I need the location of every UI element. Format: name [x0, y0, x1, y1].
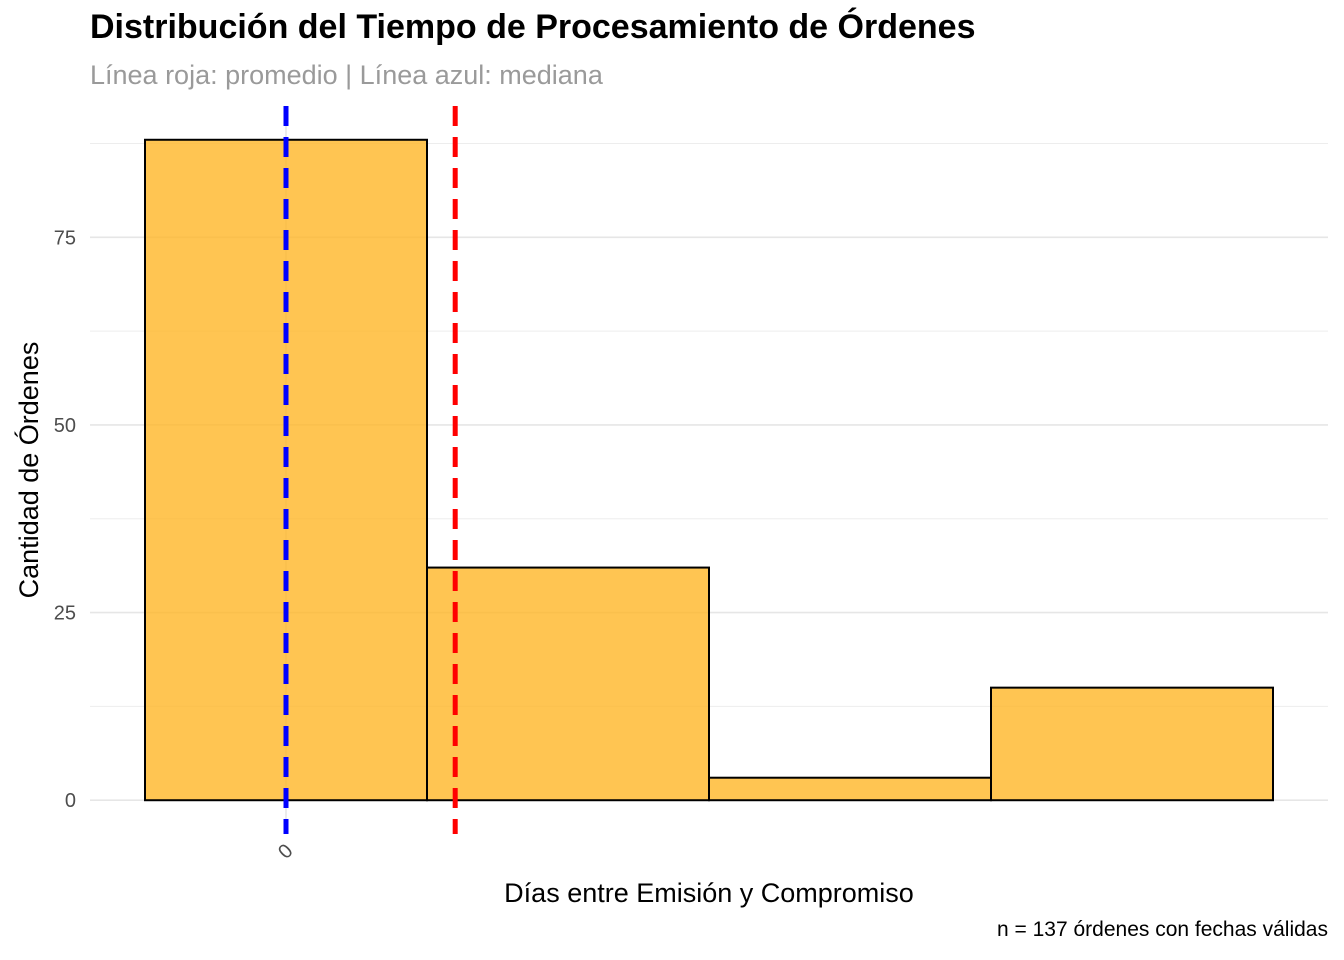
- x-axis-label: Días entre Emisión y Compromiso: [504, 878, 914, 908]
- y-axis-label: Cantidad de Órdenes: [13, 342, 44, 599]
- chart-title: Distribución del Tiempo de Procesamiento…: [90, 8, 976, 46]
- y-tick-label: 0: [65, 790, 76, 812]
- histogram-bar: [990, 686, 1274, 802]
- chart-subtitle: Línea roja: promedio | Línea azul: media…: [90, 60, 603, 90]
- chart-caption: n = 137 órdenes con fechas válidas: [997, 918, 1328, 941]
- y-tick-label: 50: [54, 415, 76, 437]
- x-axis-ticks: 0: [274, 840, 297, 863]
- reference-lines: [283, 106, 458, 834]
- y-tick-label: 25: [54, 603, 76, 625]
- histogram-bar: [426, 566, 710, 802]
- y-tick-label: 75: [54, 227, 76, 249]
- y-axis-ticks: 0 25 50 75: [54, 227, 76, 812]
- histogram-bar: [708, 776, 992, 802]
- histogram-bars: [144, 138, 1274, 802]
- x-tick-label: 0: [274, 840, 297, 863]
